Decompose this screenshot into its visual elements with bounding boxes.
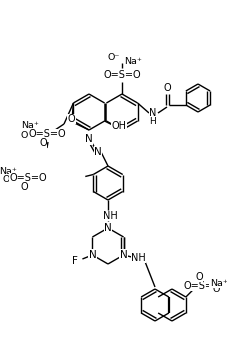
- Text: F: F: [72, 256, 78, 266]
- Text: O⁻: O⁻: [3, 175, 15, 184]
- Text: O⁻: O⁻: [21, 131, 33, 140]
- Text: NH: NH: [131, 253, 145, 263]
- Text: O⁻: O⁻: [212, 285, 224, 295]
- Text: N: N: [94, 147, 101, 157]
- Text: N: N: [85, 134, 92, 144]
- Text: N: N: [119, 250, 127, 260]
- Text: N: N: [104, 223, 111, 233]
- Text: O=S=O: O=S=O: [182, 281, 220, 291]
- Text: O: O: [163, 83, 170, 93]
- Text: N: N: [88, 250, 96, 260]
- Text: OH: OH: [111, 121, 126, 131]
- Text: Na⁺: Na⁺: [123, 57, 141, 66]
- Text: Na⁺: Na⁺: [21, 121, 39, 131]
- Text: O⁻: O⁻: [107, 53, 119, 62]
- Text: O=S=O: O=S=O: [103, 70, 140, 80]
- Text: O: O: [194, 272, 202, 282]
- Text: NH: NH: [102, 211, 117, 221]
- Text: O: O: [39, 138, 47, 148]
- Text: O: O: [20, 182, 28, 192]
- Text: N: N: [149, 108, 156, 118]
- Text: Na⁺: Na⁺: [209, 279, 227, 287]
- Text: O=S=O: O=S=O: [9, 173, 47, 183]
- Text: O: O: [67, 114, 75, 124]
- Text: Na⁺: Na⁺: [0, 168, 17, 176]
- Text: H: H: [149, 116, 156, 126]
- Text: O=S=O: O=S=O: [28, 129, 66, 139]
